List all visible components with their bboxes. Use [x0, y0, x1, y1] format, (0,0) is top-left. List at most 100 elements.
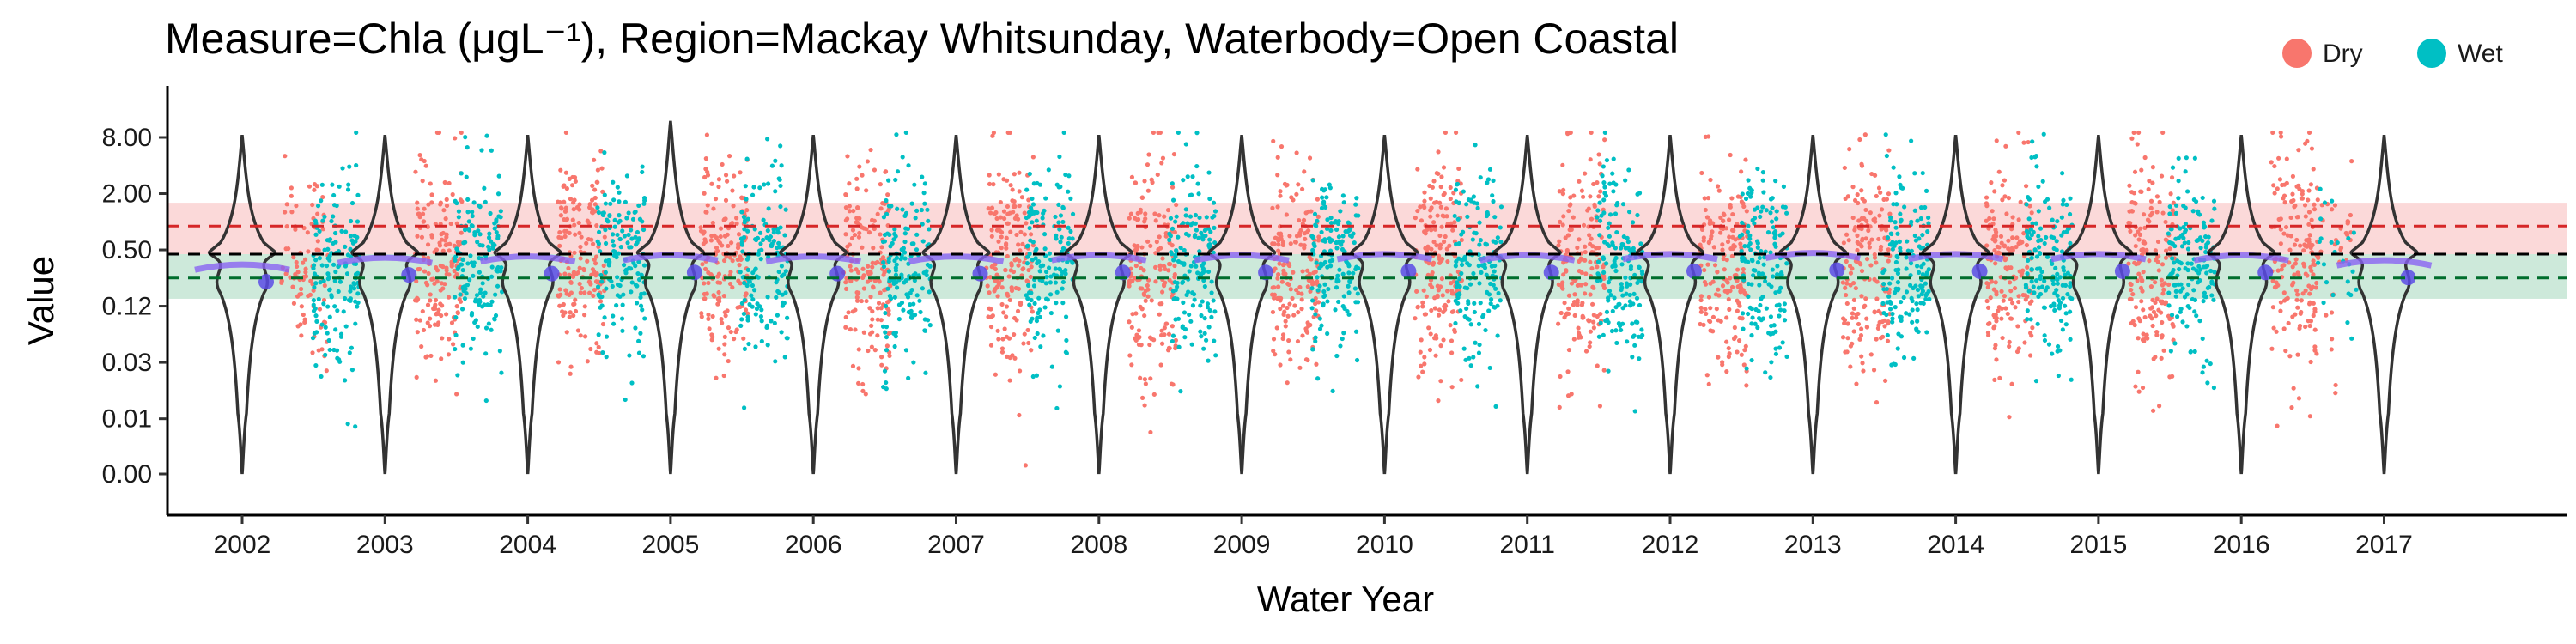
data-point-wet [1347, 279, 1352, 285]
data-point-dry [1012, 204, 1018, 210]
violin-2007 [921, 134, 991, 475]
median-marker-2017 [2400, 270, 2416, 286]
data-point-dry [1590, 244, 1595, 249]
data-point-wet [623, 199, 628, 204]
data-point-wet [1760, 178, 1765, 183]
data-point-wet [604, 286, 609, 291]
data-point-wet [2034, 254, 2040, 259]
data-point-dry [1728, 276, 1733, 281]
data-point-wet [349, 200, 355, 206]
data-point-wet [2026, 230, 2032, 235]
data-point-dry [860, 266, 866, 271]
data-point-dry [428, 298, 433, 303]
data-point-wet [1628, 282, 1633, 287]
data-point-wet [1630, 355, 1635, 360]
data-point-dry [1291, 313, 1297, 318]
data-point-wet [474, 293, 480, 298]
data-point-dry [1428, 208, 1433, 213]
data-point-wet [603, 258, 609, 264]
data-point-dry [1307, 255, 1312, 260]
data-point-wet [353, 239, 358, 244]
data-point-dry [712, 233, 717, 238]
data-point-wet [1634, 295, 1640, 301]
data-point-dry [1591, 285, 1596, 290]
data-point-wet [1613, 328, 1619, 333]
data-point-dry [1028, 274, 1033, 280]
data-point-dry [1156, 247, 1161, 252]
y-tick-label: 8.00 [102, 124, 152, 152]
data-point-wet [747, 301, 752, 307]
data-point-dry [1012, 172, 1017, 177]
data-point-dry [592, 187, 598, 192]
data-point-wet [1753, 307, 1759, 313]
data-point-wet [1320, 195, 1325, 200]
data-point-wet [1758, 214, 1763, 219]
data-point-dry [868, 295, 873, 300]
data-point-wet [2321, 300, 2326, 306]
data-point-wet [752, 227, 757, 232]
data-point-dry [1316, 234, 1321, 240]
data-point-dry [738, 254, 743, 259]
data-point-dry [2141, 331, 2146, 337]
data-point-dry [2136, 336, 2141, 341]
data-point-wet [1315, 288, 1321, 293]
data-point-wet [2204, 358, 2209, 363]
data-point-dry [422, 206, 427, 211]
data-point-dry [1565, 393, 1571, 398]
data-point-wet [749, 293, 754, 298]
data-point-wet [2036, 285, 2042, 290]
median-curve-2002 [194, 261, 290, 273]
data-point-wet [471, 273, 476, 278]
data-point-dry [872, 226, 877, 232]
data-point-wet [1624, 291, 1629, 296]
data-point-wet [775, 313, 781, 318]
data-point-wet [465, 210, 471, 215]
data-point-wet [1053, 266, 1058, 271]
data-point-dry [286, 246, 291, 252]
data-point-wet [1620, 321, 1625, 326]
data-point-dry [1857, 337, 1862, 342]
data-point-wet [485, 302, 490, 307]
data-point-dry [854, 298, 860, 303]
data-point-dry [1425, 272, 1431, 277]
data-point-wet [894, 285, 900, 290]
data-point-dry [872, 348, 878, 353]
data-point-dry [1698, 321, 1703, 327]
data-point-wet [1202, 228, 1207, 233]
data-point-dry [726, 325, 732, 331]
data-point-dry [2137, 319, 2142, 324]
data-point-dry [1580, 194, 1586, 199]
data-point-wet [317, 256, 323, 261]
data-point-dry [1143, 298, 1148, 303]
data-point-dry [558, 167, 563, 173]
data-point-wet [2183, 229, 2188, 234]
data-point-dry [435, 311, 441, 317]
data-point-wet [2064, 202, 2069, 207]
data-point-wet [492, 226, 497, 231]
data-point-wet [903, 348, 909, 353]
data-point-dry [567, 176, 572, 181]
x-tick-label: 2012 [1642, 531, 1699, 559]
data-point-dry [1731, 243, 1736, 248]
data-point-dry [429, 276, 434, 282]
data-point-wet [470, 213, 475, 219]
data-point-dry [1030, 155, 1036, 160]
data-point-wet [1607, 212, 1613, 217]
data-point-dry [987, 181, 993, 187]
data-point-wet [1475, 205, 1480, 210]
data-point-wet [1616, 321, 1622, 326]
data-point-wet [481, 294, 486, 299]
data-point-wet [1068, 196, 1073, 201]
data-point-dry [2281, 231, 2287, 236]
data-point-wet [1637, 264, 1642, 270]
data-point-dry [1286, 337, 1291, 343]
median-curve-2007 [908, 253, 1005, 265]
data-point-dry [2153, 300, 2158, 306]
data-point-dry [1698, 294, 1704, 299]
data-point-dry [1129, 362, 1134, 368]
data-point-dry [2025, 264, 2030, 270]
data-point-wet [1319, 205, 1325, 210]
data-point-wet [886, 269, 891, 274]
data-point-wet [1915, 319, 1920, 324]
data-point-wet [909, 241, 914, 246]
